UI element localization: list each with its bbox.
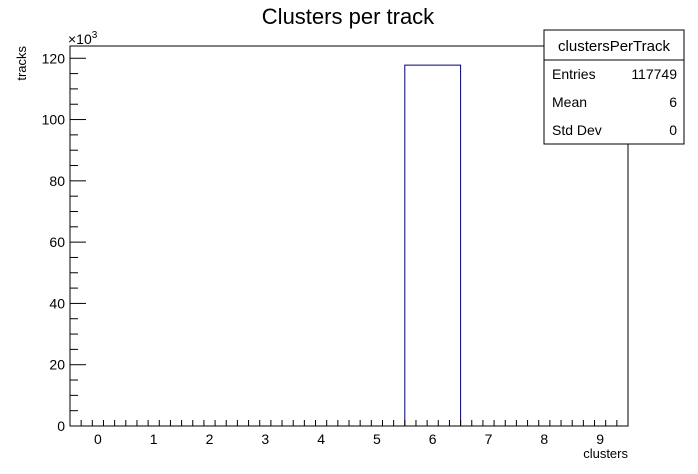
y-tick-label-3: 60 bbox=[49, 234, 65, 250]
stats-stddev-label: Std Dev bbox=[552, 122, 602, 138]
y-multiplier-base: ×10 bbox=[68, 31, 92, 47]
y-tick-label-0: 0 bbox=[57, 418, 65, 434]
histogram-bar-0 bbox=[404, 64, 462, 426]
x-tick-label-8: 8 bbox=[540, 431, 548, 447]
x-tick-label-6: 6 bbox=[429, 431, 437, 447]
x-tick-label-1: 1 bbox=[150, 431, 158, 447]
x-tick-label-3: 3 bbox=[261, 431, 269, 447]
x-axis: 0 1 2 3 4 5 6 7 8 9 bbox=[69, 420, 629, 447]
x-tick-label-0: 0 bbox=[94, 431, 102, 447]
stats-entries-value: 117749 bbox=[631, 66, 677, 82]
y-tick-label-6: 120 bbox=[42, 50, 66, 66]
y-tick-label-2: 40 bbox=[49, 295, 65, 311]
x-tick-label-9: 9 bbox=[596, 431, 604, 447]
stats-stddev-value: 0 bbox=[669, 122, 677, 138]
stats-box: clustersPerTrack Entries 117749 Mean 6 S… bbox=[543, 29, 685, 145]
stats-mean-label: Mean bbox=[552, 94, 587, 110]
chart-title: Clusters per track bbox=[262, 4, 435, 29]
stats-mean-value: 6 bbox=[669, 94, 677, 110]
x-tick-label-7: 7 bbox=[485, 431, 493, 447]
y-tick-label-4: 80 bbox=[49, 173, 65, 189]
y-tick-label-5: 100 bbox=[42, 112, 66, 128]
x-tick-label-4: 4 bbox=[317, 431, 325, 447]
x-axis-label: clusters bbox=[583, 446, 628, 461]
y-axis-label: tracks bbox=[14, 46, 29, 81]
x-tick-label-5: 5 bbox=[373, 431, 381, 447]
y-axis: 0 20 40 60 80 100 120 bbox=[42, 50, 86, 434]
y-tick-label-1: 20 bbox=[49, 357, 65, 373]
stats-box-title: clustersPerTrack bbox=[558, 38, 670, 55]
stats-entries-label: Entries bbox=[552, 66, 596, 82]
y-multiplier: ×103 bbox=[68, 30, 98, 47]
stats-box-frame bbox=[543, 29, 685, 145]
y-multiplier-exponent: 3 bbox=[92, 30, 98, 41]
x-tick-label-2: 2 bbox=[206, 431, 214, 447]
bars-group bbox=[404, 64, 462, 426]
